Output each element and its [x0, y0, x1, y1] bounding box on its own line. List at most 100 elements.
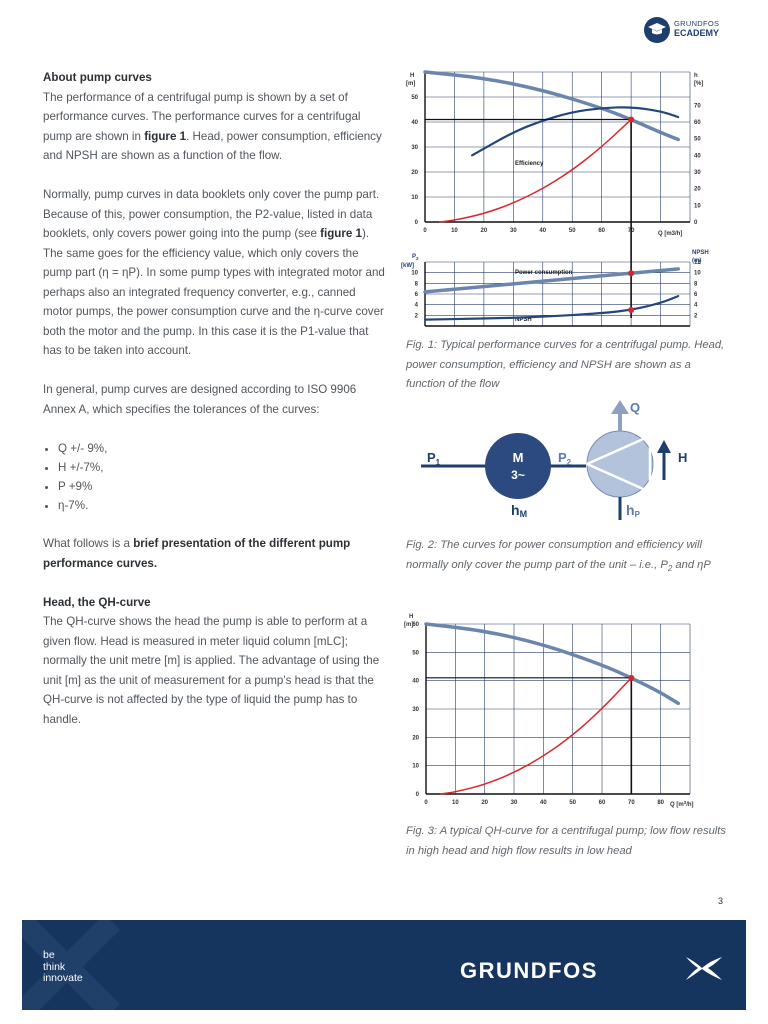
h-arrow-icon — [657, 440, 671, 453]
y2-tick-label: 2 — [694, 313, 698, 319]
y-tick-label: 0 — [416, 792, 420, 798]
series-line-1 — [423, 267, 680, 294]
h-label: H — [678, 450, 687, 465]
paragraph-2: Normally, pump curves in data booklets o… — [43, 188, 385, 357]
tagline: be think innovate — [43, 949, 83, 984]
x-tick-label: 10 — [451, 228, 458, 234]
y-tick-label: 60 — [412, 622, 419, 628]
f1-ylabel-h: H — [410, 73, 414, 79]
p2-label: P2 — [558, 450, 572, 467]
y2-tick-label: 40 — [694, 153, 701, 159]
paragraph-4: What follows is a brief presentation of … — [43, 537, 351, 570]
f1-p2-unit: [kW] — [401, 263, 414, 269]
p1-label: P1 — [427, 450, 441, 467]
f1-efficiency-label: Efficiency — [515, 161, 544, 167]
y2-tick-label: 12 — [694, 260, 701, 266]
x-tick-label: 60 — [598, 228, 605, 234]
list-item: η-7%. — [58, 496, 388, 515]
x-tick-label: 30 — [510, 228, 517, 234]
list-item: P +9% — [58, 477, 388, 496]
motor-phase-label: 3~ — [511, 468, 525, 482]
y2-tick-label: 20 — [694, 187, 701, 193]
f1-y2label-unit: [%] — [694, 81, 703, 87]
f3-ylabel-h: H — [409, 614, 413, 620]
y-tick-label: 40 — [411, 120, 418, 126]
series-line-3 — [438, 118, 632, 223]
x-tick-label: 50 — [569, 800, 576, 806]
hp-label: hP — [626, 502, 641, 519]
page-number: 3 — [718, 896, 724, 906]
f1-npsh-curve-label: NPSH — [515, 317, 532, 323]
operating-point — [628, 270, 635, 277]
y-tick-label: 50 — [411, 95, 418, 101]
y2-tick-label: 6 — [694, 292, 698, 298]
x-tick-label: 50 — [569, 228, 576, 234]
body-text: About pump curves The performance of a c… — [43, 68, 388, 749]
figure-1-caption: Fig. 1: Typical performance curves for a… — [406, 339, 725, 390]
motor-label: M — [513, 450, 524, 465]
f1-npsh-unit: (m) — [692, 258, 701, 264]
x-tick-label: 0 — [424, 800, 428, 806]
y-tick-label: 4 — [415, 303, 419, 309]
figure-2-schematic: P1 M 3~ P2 Q H hM hP — [421, 400, 687, 520]
list-item: Q +/- 9%, — [58, 439, 388, 458]
y-tick-label: 20 — [411, 170, 418, 176]
grundfos-logo: GRUNDFOS — [460, 958, 598, 983]
series-line-2 — [439, 677, 633, 795]
y2-tick-label: 10 — [694, 271, 701, 277]
x-tick-label: 80 — [657, 800, 664, 806]
x-tick-label: 10 — [452, 800, 459, 806]
f1-power-label: Power consumption — [515, 270, 573, 276]
f1-p2-label: P2 — [412, 254, 419, 261]
y2-tick-label: 8 — [694, 281, 698, 287]
y2-tick-label: 30 — [694, 170, 701, 176]
y2-tick-label: 50 — [694, 137, 701, 143]
f3-ylabel-unit: [m] — [404, 622, 413, 628]
operating-point — [628, 116, 635, 123]
x-tick-label: 70 — [628, 800, 635, 806]
background-x-icon — [22, 920, 120, 1010]
series-line-1 — [424, 622, 681, 706]
x-tick-label: 20 — [481, 228, 488, 234]
motor-circle — [485, 433, 551, 499]
y-tick-label: 10 — [412, 764, 419, 770]
f1-ylabel-unit: [m] — [406, 81, 415, 87]
x-tick-label: 40 — [540, 800, 547, 806]
ecademy-logo: GRUNDFOS ECADEMY — [644, 15, 734, 47]
graduation-cap-icon — [644, 17, 670, 43]
y-tick-label: 20 — [412, 735, 419, 741]
f3-xlabel: Q [m3/h] — [670, 800, 694, 808]
hm-label: hM — [511, 502, 527, 519]
paragraph-1: The performance of a centrifugal pump is… — [43, 90, 382, 163]
pump-circle — [586, 430, 654, 498]
x-tick-label: 0 — [423, 228, 427, 234]
y-tick-label: 50 — [412, 650, 419, 656]
y2-tick-label: 60 — [694, 120, 701, 126]
tolerance-list: Q +/- 9%, H +/-7%, P +9% η-7%. — [43, 439, 388, 515]
paragraph-5: The QH-curve shows the head the pump is … — [43, 615, 380, 726]
y2-tick-label: 10 — [694, 203, 701, 209]
y2-tick-label: 4 — [694, 303, 698, 309]
q-label: Q — [630, 400, 640, 415]
f1-npsh-label: NPSH — [692, 250, 709, 256]
series-line-1 — [423, 70, 680, 142]
operating-point — [628, 307, 635, 313]
qh-heading: Head, the QH-curve — [43, 595, 151, 609]
y-tick-label: 0 — [415, 220, 419, 226]
operating-point — [628, 674, 635, 681]
paragraph-3: In general, pump curves are designed acc… — [43, 383, 357, 416]
y-tick-label: 8 — [415, 281, 419, 287]
y2-tick-label: 0 — [694, 220, 698, 226]
grundfos-x-icon — [686, 957, 722, 980]
figure-3-caption: Fig. 3: A typical QH-curve for a centrif… — [406, 825, 726, 857]
list-item: H +/-7%, — [58, 458, 388, 477]
about-heading: About pump curves — [43, 71, 152, 84]
footer-banner: be think innovate GRUNDFOS — [22, 920, 746, 1010]
y-tick-label: 30 — [412, 707, 419, 713]
x-tick-label: 30 — [511, 800, 518, 806]
y-tick-label: 2 — [415, 313, 419, 319]
series-line-2 — [423, 295, 680, 321]
y-tick-label: 10 — [411, 271, 418, 277]
y-tick-label: 6 — [415, 292, 419, 298]
f1-y2label-h: h — [694, 73, 698, 79]
